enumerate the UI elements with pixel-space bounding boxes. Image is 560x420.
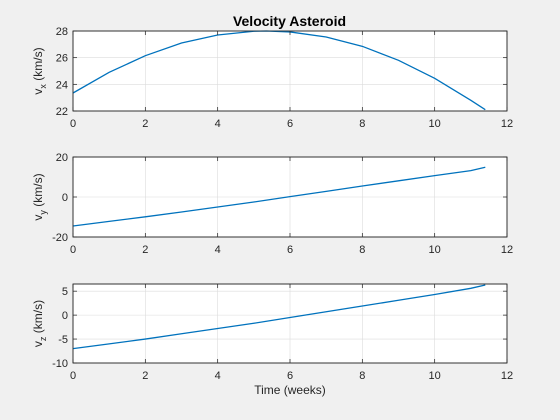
chart-title: Velocity Asteroid: [233, 13, 346, 29]
x-tick-label: 4: [215, 244, 221, 256]
x-tick-label: 0: [70, 244, 76, 256]
x-tick-label: 12: [501, 244, 513, 256]
x-tick-label: 6: [287, 118, 293, 130]
y-tick-label: 20: [56, 152, 68, 164]
x-tick-label: 8: [359, 370, 365, 382]
subplot-3: 0 2 4 6 8 10 12 -10 -5 0 5 vz (km/s) Time (weeks): [31, 283, 513, 397]
x-tick-label: 8: [359, 118, 365, 130]
y-tick-label: 0: [62, 192, 68, 204]
series-line: [72, 284, 486, 350]
y-tick-label: 24: [56, 79, 68, 91]
x-tick-label: 12: [501, 370, 513, 382]
y-tick-label: 5: [62, 286, 68, 298]
x-tick-label: 10: [429, 370, 441, 382]
x-tick-label: 10: [429, 118, 441, 130]
x-tick-label: 6: [287, 370, 293, 382]
x-axis-label: Time (weeks): [254, 383, 326, 397]
series-line: [72, 30, 486, 111]
y-tick-label: -5: [58, 334, 68, 346]
y-tick-label: 0: [62, 310, 68, 322]
y-tick-label: -20: [52, 232, 68, 244]
y-axis-label: vz (km/s): [31, 300, 48, 347]
x-tick-label: 2: [142, 118, 148, 130]
x-tick-label: 2: [142, 370, 148, 382]
y-axis-label: vy (km/s): [31, 173, 48, 220]
y-tick-label: 26: [56, 53, 68, 65]
x-tick-label: 8: [359, 244, 365, 256]
x-tick-label: 0: [70, 118, 76, 130]
y-axis-label: vx (km/s): [31, 47, 48, 94]
x-tick-label: 2: [142, 244, 148, 256]
y-tick-label: 22: [56, 106, 68, 118]
x-tick-label: 4: [215, 370, 221, 382]
x-tick-label: 10: [429, 244, 441, 256]
y-tick-label: 28: [56, 26, 68, 38]
x-tick-label: 0: [70, 370, 76, 382]
x-tick-label: 4: [215, 118, 221, 130]
series-line: [72, 166, 486, 227]
x-tick-label: 6: [287, 244, 293, 256]
y-tick-label: -10: [52, 358, 68, 370]
x-tick-label: 12: [501, 118, 513, 130]
